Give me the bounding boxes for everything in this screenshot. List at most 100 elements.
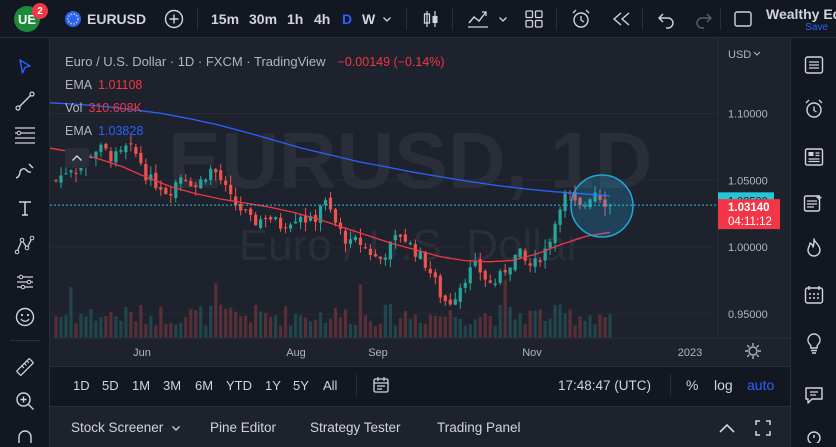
tab-strategy-tester[interactable]: Strategy Tester	[310, 420, 401, 435]
legend-row-ema-fast[interactable]: EMA 1.01108	[65, 73, 445, 96]
candle-62	[363, 243, 368, 249]
notifications-icon	[807, 431, 821, 443]
emoji-tool[interactable]	[10, 302, 40, 332]
legend-row-volume[interactable]: Vol 310.608K	[65, 96, 445, 119]
data-window-button[interactable]	[799, 280, 829, 310]
timeframe-4h[interactable]: 4h	[314, 11, 331, 27]
chat-button[interactable]	[799, 380, 829, 410]
trend-line-tool[interactable]	[10, 86, 40, 116]
forecast-tool[interactable]	[10, 267, 40, 297]
zoom-tool[interactable]	[10, 386, 40, 416]
indicators-button[interactable]	[466, 0, 490, 38]
news-button[interactable]	[799, 142, 829, 172]
volume-bar-51	[308, 321, 313, 338]
expand-panel-button[interactable]	[718, 407, 736, 447]
range-1m[interactable]: 1M	[132, 377, 151, 393]
volume-bar-65	[378, 323, 383, 338]
volume-bar-10	[104, 316, 108, 338]
price-chart[interactable]: EURUSD, 1D Euro / U.S. Dollar USD 1.1000…	[50, 38, 790, 366]
candle-2	[64, 167, 68, 175]
tab-trading-panel[interactable]: Trading Panel	[437, 420, 521, 435]
range-all[interactable]: All	[323, 377, 338, 393]
volume-bar-54	[323, 323, 328, 338]
volume-bar-111	[608, 314, 612, 338]
volume-bar-101	[558, 304, 562, 338]
range-6m[interactable]: 6M	[195, 377, 214, 393]
utc-clock[interactable]: 17:48:47 (UTC)	[558, 377, 652, 393]
volume-bar-77	[438, 316, 442, 338]
legend-row-ema-slow[interactable]: EMA 1.03828	[65, 119, 445, 142]
range-5d[interactable]: 5D	[102, 377, 119, 393]
save-label: Save	[805, 22, 828, 33]
range-5y[interactable]: 5Y	[293, 377, 309, 393]
symbol-search-button[interactable]: EURUSD	[64, 0, 146, 38]
range-1y[interactable]: 1Y	[265, 377, 281, 393]
redo-button[interactable]	[694, 0, 714, 38]
ruler-tool[interactable]	[10, 352, 40, 382]
candle-15	[129, 135, 133, 152]
candle-69	[398, 233, 402, 243]
compare-button[interactable]	[164, 0, 184, 38]
go-to-date-button[interactable]	[372, 367, 390, 403]
volume-bar-64	[373, 325, 378, 338]
maximize-panel-button[interactable]	[754, 407, 772, 447]
volume-bar-19	[149, 315, 153, 338]
volume-bar-11	[109, 311, 113, 338]
chart-type-button[interactable]	[420, 0, 442, 38]
volume-bar-12	[114, 316, 118, 338]
timeframe-15m[interactable]: 15m	[211, 11, 240, 27]
timeframe-dropdown[interactable]	[382, 0, 392, 38]
calendar-button[interactable]	[799, 188, 829, 218]
candle-27	[189, 177, 193, 187]
timeframe-1h[interactable]: 1h	[287, 11, 304, 27]
chart-pane[interactable]: EURUSD, 1D Euro / U.S. Dollar USD 1.1000…	[50, 38, 790, 366]
ideas-button[interactable]	[799, 328, 829, 358]
timeframe-w[interactable]: W	[362, 11, 376, 27]
auto-scale-toggle[interactable]: auto	[747, 377, 775, 393]
settings-gear-icon[interactable]	[745, 343, 761, 359]
last-price-label: 1.03140	[728, 202, 770, 214]
volume-bar-59	[348, 324, 353, 338]
indicators-dropdown[interactable]	[498, 0, 508, 38]
volume-bar-14	[124, 307, 128, 338]
layout-save-button[interactable]: Wealthy Ed Save	[766, 6, 836, 36]
hotlist-button[interactable]	[799, 233, 829, 263]
candle-13	[119, 146, 123, 155]
notifications-button[interactable]	[799, 426, 829, 446]
volume-bar-52	[313, 319, 318, 338]
time-tick-2023: 2023	[678, 347, 702, 359]
timeframe-30m[interactable]: 30m	[249, 11, 278, 27]
undo-button[interactable]	[656, 0, 676, 38]
magnet-tool[interactable]	[10, 426, 40, 446]
replay-button[interactable]	[610, 0, 632, 38]
tab-pine-editor[interactable]: Pine Editor	[210, 420, 277, 435]
range-1d[interactable]: 1D	[73, 377, 90, 393]
templates-button[interactable]	[524, 0, 544, 38]
alerts-button[interactable]	[799, 94, 829, 124]
percent-scale-toggle[interactable]: %	[686, 377, 699, 393]
price-tick-label-2: 1.00000	[728, 242, 768, 254]
volume-bar-96	[533, 310, 537, 338]
volume-bar-67	[388, 304, 392, 338]
range-3m[interactable]: 3M	[163, 377, 182, 393]
tab-stock-screener[interactable]: Stock Screener	[71, 407, 181, 447]
pattern-tool[interactable]	[10, 230, 40, 260]
text-tool[interactable]	[10, 193, 40, 223]
volume-bar-95	[528, 310, 532, 338]
fib-tool[interactable]	[10, 120, 40, 150]
timeframe-d[interactable]: D	[342, 11, 353, 27]
watchlist-button[interactable]	[799, 50, 829, 80]
range-ytd[interactable]: YTD	[226, 377, 252, 393]
chevron-up-icon	[719, 423, 735, 433]
price-change: −0.00149 (−0.14%)	[337, 54, 445, 69]
emoji-icon	[15, 307, 35, 327]
candle-36	[234, 187, 238, 211]
log-scale-toggle[interactable]: log	[714, 377, 733, 393]
cursor-tool[interactable]	[10, 52, 40, 82]
collapse-legend-button[interactable]	[65, 148, 89, 168]
brush-tool[interactable]	[10, 156, 40, 186]
alert-button[interactable]	[570, 0, 592, 38]
candle-89	[498, 268, 502, 286]
chevron-down-icon[interactable]	[753, 51, 761, 56]
fullscreen-layout-button[interactable]	[733, 0, 753, 38]
